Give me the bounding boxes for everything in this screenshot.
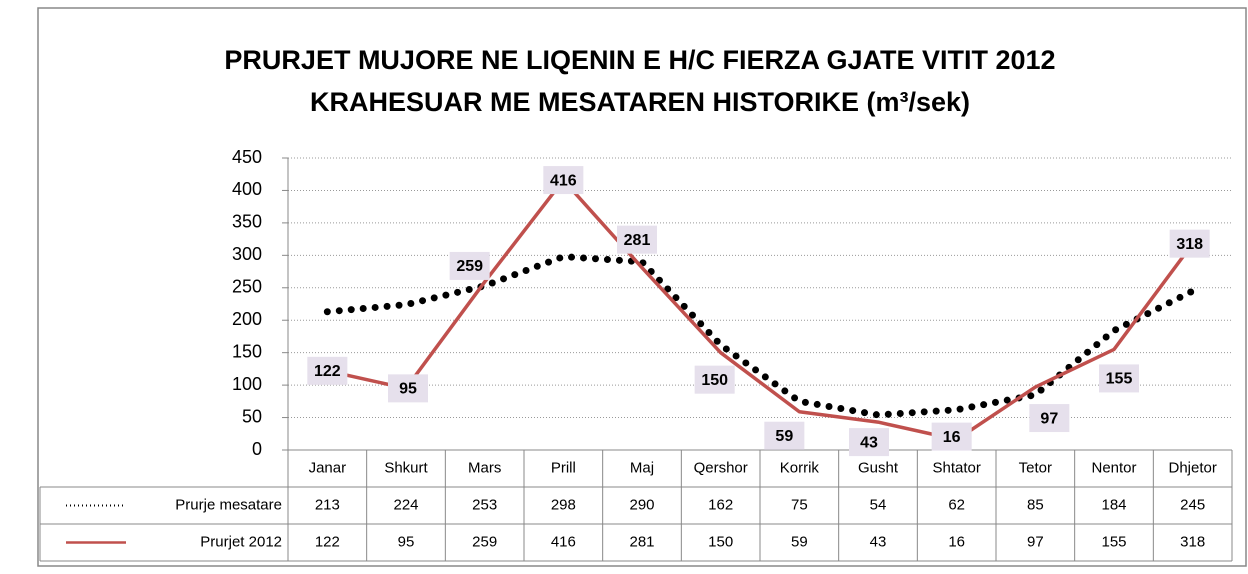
data-label: 43 bbox=[860, 434, 878, 451]
x-tick-label: Shkurt bbox=[384, 459, 428, 476]
data-label-box bbox=[694, 365, 735, 394]
data-label-box bbox=[764, 421, 805, 450]
data-label: 97 bbox=[1040, 410, 1058, 427]
table-value: 75 bbox=[791, 496, 808, 513]
y-tick-label: 200 bbox=[232, 309, 262, 329]
table-value: 245 bbox=[1180, 496, 1205, 513]
data-label: 150 bbox=[701, 372, 728, 389]
data-label-box bbox=[931, 422, 972, 451]
data-label: 16 bbox=[943, 429, 961, 446]
data-label: 155 bbox=[1106, 371, 1133, 388]
x-tick-label: Gusht bbox=[858, 459, 899, 476]
table-value: 62 bbox=[948, 496, 965, 513]
table-value: 318 bbox=[1180, 533, 1205, 550]
data-label-box bbox=[449, 251, 490, 280]
table-value: 290 bbox=[629, 496, 654, 513]
table-value: 416 bbox=[551, 533, 576, 550]
legend-label: Prurjet 2012 bbox=[200, 533, 282, 550]
data-label-box bbox=[617, 225, 657, 254]
table-value: 85 bbox=[1027, 496, 1044, 513]
x-tick-label: Korrik bbox=[780, 459, 820, 476]
y-tick-label: 0 bbox=[252, 439, 262, 459]
x-tick-label: Maj bbox=[630, 459, 654, 476]
table-value: 213 bbox=[315, 496, 340, 513]
x-tick-label: Shtator bbox=[932, 459, 980, 476]
table-value: 162 bbox=[708, 496, 733, 513]
table-value: 16 bbox=[948, 533, 965, 550]
y-tick-label: 250 bbox=[232, 277, 262, 297]
table-value: 43 bbox=[870, 533, 887, 550]
chart-title: KRAHESUAR ME MESATAREN HISTORIKE (m³/sek… bbox=[310, 87, 970, 117]
data-label-box bbox=[1029, 404, 1070, 433]
data-label-box bbox=[543, 166, 584, 195]
data-label-box bbox=[1169, 229, 1210, 258]
data-label: 318 bbox=[1176, 236, 1203, 253]
x-tick-label: Qershor bbox=[694, 459, 748, 476]
y-tick-label: 450 bbox=[232, 147, 262, 167]
table-value: 155 bbox=[1101, 533, 1126, 550]
data-label: 416 bbox=[550, 172, 577, 189]
x-tick-label: Nentor bbox=[1091, 459, 1136, 476]
table-value: 97 bbox=[1027, 533, 1044, 550]
data-label: 95 bbox=[399, 381, 417, 398]
data-label: 59 bbox=[775, 428, 793, 445]
y-tick-label: 350 bbox=[232, 212, 262, 232]
x-tick-label: Janar bbox=[309, 459, 347, 476]
data-label-box bbox=[849, 428, 889, 457]
table-value: 54 bbox=[870, 496, 887, 513]
chart-border bbox=[37, 7, 1247, 567]
x-tick-label: Prill bbox=[551, 459, 576, 476]
chart-title: PRURJET MUJORE NE LIQENIN E H/C FIERZA G… bbox=[224, 45, 1055, 75]
table-value: 224 bbox=[393, 496, 418, 513]
table-value: 184 bbox=[1101, 496, 1126, 513]
table-value: 122 bbox=[315, 533, 340, 550]
y-tick-label: 100 bbox=[232, 374, 262, 394]
table-value: 95 bbox=[398, 533, 415, 550]
table-value: 281 bbox=[629, 533, 654, 550]
data-label: 281 bbox=[624, 232, 651, 249]
table-value: 298 bbox=[551, 496, 576, 513]
data-label: 259 bbox=[456, 258, 483, 275]
table-value: 259 bbox=[472, 533, 497, 550]
y-tick-label: 50 bbox=[242, 406, 262, 426]
y-tick-label: 300 bbox=[232, 244, 262, 264]
data-label-box bbox=[1099, 364, 1139, 393]
table-value: 59 bbox=[791, 533, 808, 550]
y-tick-label: 400 bbox=[232, 179, 262, 199]
series-line bbox=[326, 178, 1195, 442]
y-tick-label: 150 bbox=[232, 341, 262, 361]
data-label-box bbox=[388, 374, 428, 403]
x-tick-label: Mars bbox=[468, 459, 501, 476]
data-label-box bbox=[307, 356, 348, 385]
x-tick-label: Tetor bbox=[1019, 459, 1052, 476]
x-tick-label: Dhjetor bbox=[1168, 459, 1216, 476]
table-value: 253 bbox=[472, 496, 497, 513]
data-label: 122 bbox=[314, 363, 341, 380]
legend-label: Prurje mesatare bbox=[175, 496, 282, 513]
series-line bbox=[323, 253, 1197, 419]
table-value: 150 bbox=[708, 533, 733, 550]
